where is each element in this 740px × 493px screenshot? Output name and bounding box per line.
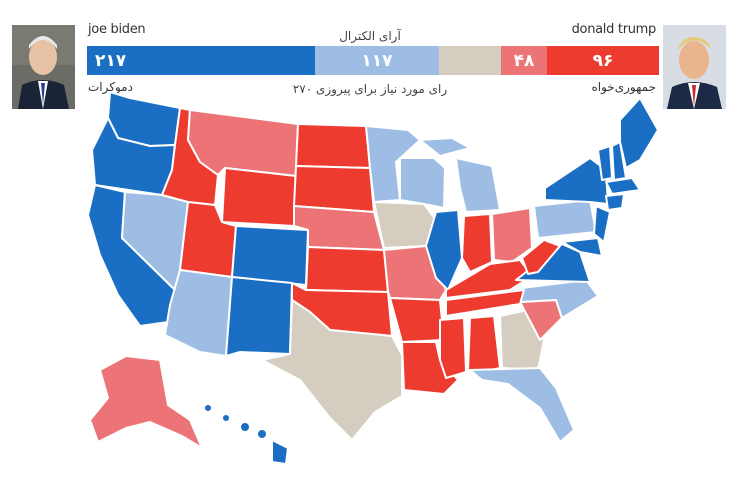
state-ma [605, 177, 641, 195]
state-co [231, 225, 309, 286]
biden-portrait [12, 25, 75, 109]
state-hi-2 [221, 413, 231, 423]
state-ar [389, 297, 445, 343]
state-wi [399, 157, 446, 209]
state-hi-4 [256, 428, 268, 440]
biden-photo [12, 25, 75, 109]
rep-party-label: جمهوری‌خواه [591, 80, 656, 94]
state-nj [593, 205, 611, 243]
dem-solid-segment: ۲۱۷ [87, 46, 315, 75]
state-nd [295, 123, 371, 169]
state-hi-3 [239, 421, 251, 433]
state-sd [293, 165, 375, 213]
state-ak [89, 355, 203, 449]
state-ms [439, 317, 467, 379]
dem-party-label: دموکرات [88, 80, 133, 94]
state-me [619, 97, 659, 169]
state-wy [221, 167, 297, 227]
dem-lean-segment: ۱۱۷ [315, 46, 439, 75]
state-oh [491, 207, 533, 263]
state-in [461, 213, 493, 273]
state-tx [261, 299, 403, 441]
state-hi-1 [203, 403, 213, 413]
state-ne [293, 205, 385, 251]
state-vt [597, 145, 613, 181]
tossup-segment [439, 46, 501, 75]
trump-portrait [663, 25, 726, 109]
state-ny [544, 157, 609, 205]
state-md [561, 237, 603, 257]
state-mt [187, 109, 299, 177]
state-mi [455, 157, 501, 213]
state-al [467, 315, 501, 373]
trump-photo [663, 25, 726, 109]
rep-solid-segment: ۹۶ [547, 46, 659, 75]
state-wv [521, 239, 561, 275]
state-ks [305, 246, 389, 293]
state-la [401, 341, 459, 395]
trump-name: donald trump [571, 22, 657, 37]
state-mn [365, 125, 421, 203]
electoral-tally-bar: ۲۱۷ ۱۱۷ ۴۸ ۹۶ [87, 46, 659, 75]
state-mi-up [419, 137, 471, 157]
state-tn [445, 289, 525, 317]
rep-lean-segment: ۴۸ [501, 46, 547, 75]
state-pa [533, 199, 597, 239]
state-nm [225, 276, 293, 357]
biden-name: joe biden [88, 22, 146, 37]
state-ct [605, 193, 625, 211]
win-threshold-note: ۲۷۰ رای مورد نیاز برای پیروزی [292, 82, 448, 96]
state-fl [469, 367, 575, 443]
state-hi-big [271, 439, 289, 465]
electoral-votes-label: آرای الکترال [339, 29, 401, 43]
